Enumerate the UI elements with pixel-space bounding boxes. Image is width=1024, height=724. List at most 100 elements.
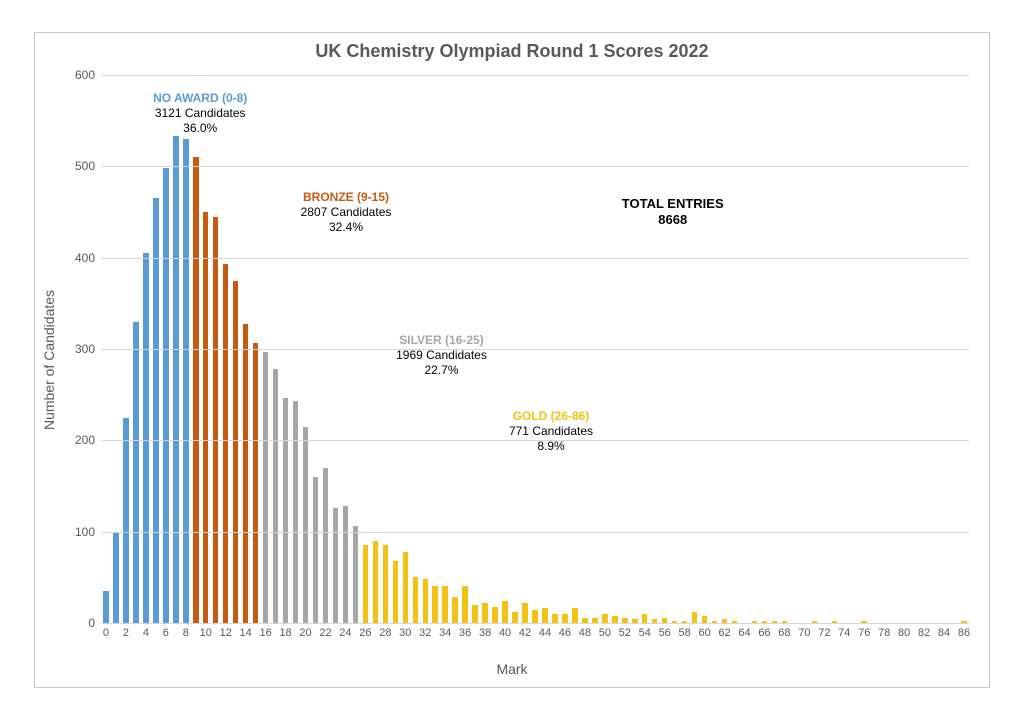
bar-mark-43: [532, 610, 537, 623]
plot-area: 0100200300400500600024681012141618202224…: [101, 75, 969, 623]
bar-mark-30: [403, 552, 408, 623]
annotation-bronze-percent: 32.4%: [301, 220, 392, 235]
x-tick-label: 80: [898, 623, 910, 639]
bar-mark-35: [452, 597, 457, 623]
bar-mark-39: [492, 607, 497, 623]
x-tick-label: 20: [299, 623, 311, 639]
bar-mark-1: [113, 532, 118, 623]
annotation-gold: GOLD (26-86)771 Candidates8.9%: [509, 409, 593, 454]
y-tick-label: 100: [75, 525, 101, 539]
bar-mark-31: [413, 577, 418, 623]
x-tick-label: 86: [958, 623, 970, 639]
annotation-bronze: BRONZE (9-15)2807 Candidates32.4%: [301, 190, 392, 235]
x-tick-label: 78: [878, 623, 890, 639]
x-tick-label: 70: [798, 623, 810, 639]
x-tick-label: 32: [419, 623, 431, 639]
bar-mark-25: [353, 526, 358, 623]
grid-line: [101, 532, 969, 533]
bar-mark-51: [612, 616, 617, 623]
annotation-silver: SILVER (16-25)1969 Candidates22.7%: [396, 333, 487, 378]
bar-mark-11: [213, 217, 218, 623]
x-tick-label: 46: [559, 623, 571, 639]
x-tick-label: 66: [758, 623, 770, 639]
bar-mark-15: [253, 343, 258, 623]
total-entries-value: 8668: [622, 212, 724, 229]
bar-mark-47: [572, 608, 577, 623]
bar-mark-59: [692, 612, 697, 623]
total-entries: TOTAL ENTRIES8668: [622, 196, 724, 230]
x-tick-label: 0: [103, 623, 109, 639]
y-tick-label: 400: [75, 251, 101, 265]
x-tick-label: 34: [439, 623, 451, 639]
x-tick-label: 42: [519, 623, 531, 639]
y-axis-title: Number of Candidates: [41, 290, 57, 430]
grid-line: [101, 258, 969, 259]
bar-mark-29: [393, 561, 398, 623]
bar-mark-40: [502, 601, 507, 623]
bar-mark-27: [373, 541, 378, 623]
x-tick-label: 18: [279, 623, 291, 639]
x-tick-label: 38: [479, 623, 491, 639]
page: UK Chemistry Olympiad Round 1 Scores 202…: [0, 0, 1024, 724]
grid-line: [101, 75, 969, 76]
bar-mark-10: [203, 212, 208, 623]
annotation-no_award: NO AWARD (0-8)3121 Candidates36.0%: [153, 91, 247, 136]
annotation-no_award-title: NO AWARD (0-8): [153, 91, 247, 106]
x-tick-label: 76: [858, 623, 870, 639]
bar-mark-4: [143, 253, 148, 623]
annotation-bronze-candidates: 2807 Candidates: [301, 205, 392, 220]
bar-mark-6: [163, 168, 168, 623]
y-tick-label: 500: [75, 159, 101, 173]
bar-mark-45: [552, 614, 557, 623]
annotation-silver-title: SILVER (16-25): [396, 333, 487, 348]
x-tick-label: 10: [200, 623, 212, 639]
bar-mark-33: [432, 586, 437, 623]
x-tick-label: 82: [918, 623, 930, 639]
x-tick-label: 58: [679, 623, 691, 639]
bar-mark-19: [293, 401, 298, 623]
bar-mark-21: [313, 477, 318, 623]
x-tick-label: 8: [183, 623, 189, 639]
bar-mark-24: [343, 506, 348, 623]
x-tick-label: 56: [659, 623, 671, 639]
x-tick-label: 36: [459, 623, 471, 639]
bar-mark-14: [243, 324, 248, 623]
bar-mark-41: [512, 612, 517, 623]
x-tick-label: 84: [938, 623, 950, 639]
bar-mark-42: [522, 603, 527, 623]
x-tick-label: 2: [123, 623, 129, 639]
grid-line: [101, 166, 969, 167]
bar-mark-38: [482, 603, 487, 623]
annotation-gold-percent: 8.9%: [509, 439, 593, 454]
x-tick-label: 4: [143, 623, 149, 639]
x-tick-label: 50: [599, 623, 611, 639]
bar-mark-12: [223, 264, 228, 623]
annotation-gold-candidates: 771 Candidates: [509, 424, 593, 439]
bar-mark-36: [462, 586, 467, 623]
x-tick-label: 30: [399, 623, 411, 639]
annotation-silver-percent: 22.7%: [396, 363, 487, 378]
bar-mark-9: [193, 157, 198, 623]
x-tick-label: 68: [778, 623, 790, 639]
x-tick-label: 52: [619, 623, 631, 639]
chart-title: UK Chemistry Olympiad Round 1 Scores 202…: [35, 41, 989, 62]
bar-mark-26: [363, 545, 368, 623]
bar-mark-5: [153, 198, 158, 623]
annotation-bronze-title: BRONZE (9-15): [301, 190, 392, 205]
annotation-no_award-candidates: 3121 Candidates: [153, 106, 247, 121]
x-tick-label: 24: [339, 623, 351, 639]
annotation-gold-title: GOLD (26-86): [509, 409, 593, 424]
y-tick-label: 0: [88, 616, 101, 630]
bar-mark-46: [562, 614, 567, 623]
bar-mark-50: [602, 614, 607, 623]
annotation-no_award-percent: 36.0%: [153, 121, 247, 136]
bar-mark-13: [233, 281, 238, 624]
x-tick-label: 62: [718, 623, 730, 639]
annotation-silver-candidates: 1969 Candidates: [396, 348, 487, 363]
x-tick-label: 64: [738, 623, 750, 639]
bar-mark-37: [472, 605, 477, 623]
bar-mark-0: [103, 591, 108, 623]
bar-mark-34: [442, 586, 447, 623]
bar-mark-54: [642, 614, 647, 623]
x-tick-label: 12: [220, 623, 232, 639]
